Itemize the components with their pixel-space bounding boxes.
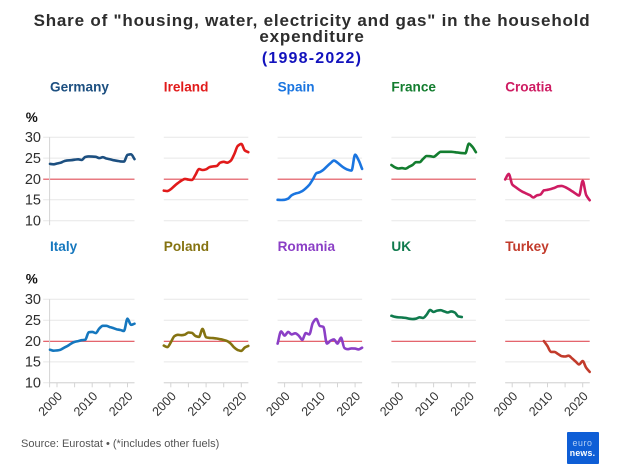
- svg-text:UK: UK: [391, 239, 411, 254]
- svg-text:20: 20: [25, 172, 41, 188]
- svg-text:Romania: Romania: [278, 239, 336, 254]
- svg-text:Italy: Italy: [50, 239, 78, 254]
- svg-text:Turkey: Turkey: [505, 239, 549, 254]
- svg-text:20: 20: [25, 334, 41, 350]
- svg-text:2000: 2000: [36, 389, 65, 419]
- svg-text:2000: 2000: [150, 389, 179, 419]
- svg-text:2020: 2020: [561, 389, 590, 419]
- svg-text:%: %: [26, 272, 38, 287]
- svg-text:Ireland: Ireland: [164, 80, 209, 95]
- svg-text:30: 30: [25, 130, 41, 146]
- svg-text:%: %: [26, 110, 38, 125]
- svg-text:Poland: Poland: [164, 239, 209, 254]
- svg-text:2000: 2000: [491, 389, 520, 419]
- svg-text:Croatia: Croatia: [505, 80, 552, 95]
- svg-text:15: 15: [25, 193, 41, 209]
- svg-text:2010: 2010: [299, 389, 328, 419]
- svg-text:30: 30: [25, 292, 41, 308]
- svg-text:2010: 2010: [185, 389, 214, 419]
- svg-text:10: 10: [25, 214, 41, 230]
- svg-text:25: 25: [25, 313, 41, 329]
- svg-text:2000: 2000: [263, 389, 292, 419]
- svg-text:25: 25: [25, 151, 41, 167]
- svg-text:Spain: Spain: [278, 80, 315, 95]
- svg-text:2020: 2020: [106, 389, 135, 419]
- svg-text:2010: 2010: [71, 389, 100, 419]
- svg-text:2020: 2020: [448, 389, 477, 419]
- svg-text:2000: 2000: [377, 389, 406, 419]
- svg-text:Germany: Germany: [50, 80, 109, 95]
- svg-text:2010: 2010: [412, 389, 441, 419]
- svg-text:2010: 2010: [526, 389, 555, 419]
- svg-text:2020: 2020: [220, 389, 249, 419]
- svg-text:France: France: [391, 80, 436, 95]
- svg-text:15: 15: [25, 355, 41, 371]
- svg-text:10: 10: [25, 376, 41, 392]
- svg-text:2020: 2020: [334, 389, 363, 419]
